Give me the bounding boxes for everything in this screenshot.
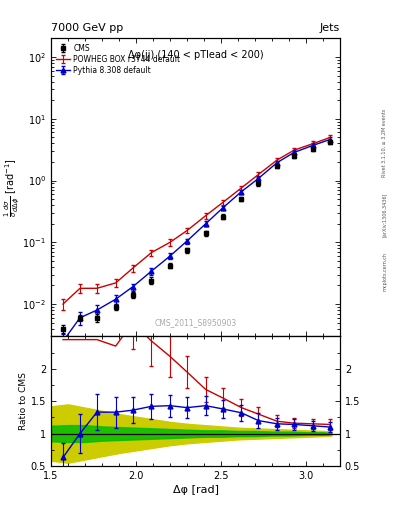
Text: Jets: Jets [320,23,340,33]
Text: 7000 GeV pp: 7000 GeV pp [51,23,123,33]
Legend: CMS, POWHEG BOX r3744 default, Pythia 8.308 default: CMS, POWHEG BOX r3744 default, Pythia 8.… [55,42,182,76]
Text: [arXiv:1306.3436]: [arXiv:1306.3436] [382,193,387,237]
Text: mcplots.cern.ch: mcplots.cern.ch [382,252,387,291]
Y-axis label: $\frac{1}{\sigma}\frac{d\sigma}{d\Delta\phi}$ [rad$^{-1}$]: $\frac{1}{\sigma}\frac{d\sigma}{d\Delta\… [2,158,21,217]
Text: CMS_2011_S8950903: CMS_2011_S8950903 [154,318,237,328]
Text: Rivet 3.1.10, ≥ 3.2M events: Rivet 3.1.10, ≥ 3.2M events [382,109,387,178]
Y-axis label: Ratio to CMS: Ratio to CMS [19,372,28,430]
Text: Δφ(jj) (140 < pTlead < 200): Δφ(jj) (140 < pTlead < 200) [128,50,263,60]
X-axis label: Δφ [rad]: Δφ [rad] [173,485,219,495]
